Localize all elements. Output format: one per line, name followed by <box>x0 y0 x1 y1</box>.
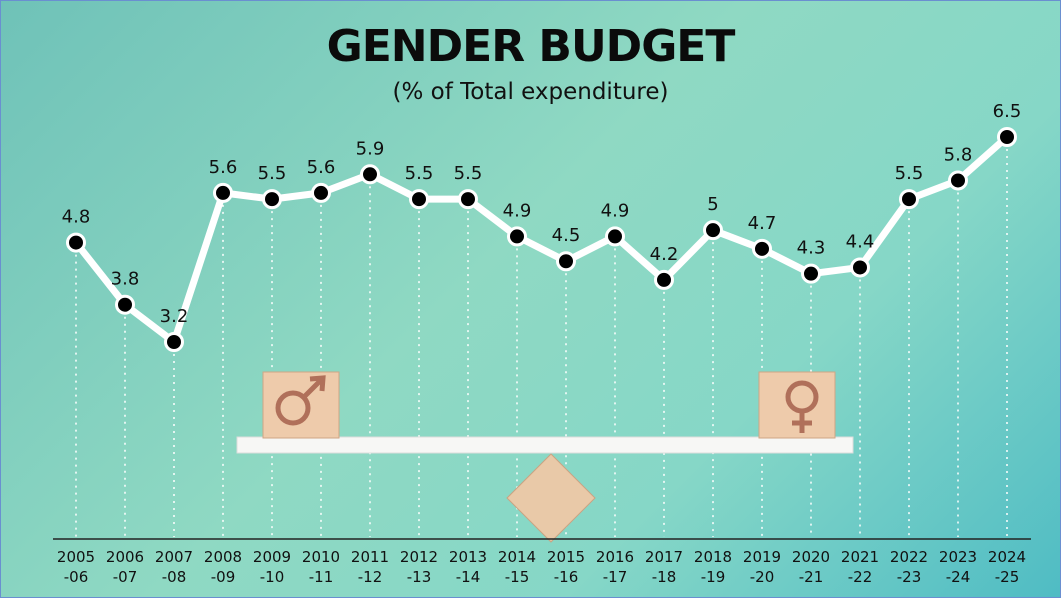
value-label-2: 3.2 <box>160 306 189 327</box>
value-labels: 4.8 3.8 3.2 5.6 5.5 5.6 5.9 5.5 5.5 4.9 4.5 4.9 4.2 5… <box>62 101 1022 327</box>
data-point-16 <box>850 257 870 278</box>
data-markers <box>66 127 1017 352</box>
tick-label-suffix-6: -12 <box>358 568 383 586</box>
tick-label-7: 2012 <box>400 548 438 566</box>
data-point-18 <box>948 170 968 191</box>
data-point-19 <box>997 127 1017 147</box>
value-label-18: 5.8 <box>944 144 973 165</box>
value-label-11: 4.9 <box>601 200 630 221</box>
tick-label-2: 2007 <box>155 548 193 566</box>
tick-label-0: 2005 <box>57 548 95 566</box>
tick-label-suffix-8: -14 <box>456 568 481 586</box>
tick-label-suffix-7: -13 <box>407 568 432 586</box>
value-label-10: 4.5 <box>552 225 581 246</box>
data-point-12 <box>654 269 674 290</box>
tick-label-1: 2006 <box>106 548 144 566</box>
tick-label-14: 2019 <box>743 548 781 566</box>
data-point-13 <box>703 220 723 241</box>
data-point-8 <box>458 189 478 210</box>
value-label-9: 4.9 <box>503 200 532 221</box>
male-symbol-icon <box>262 371 340 439</box>
data-point-2 <box>164 332 184 352</box>
tick-label-12: 2017 <box>645 548 683 566</box>
tick-label-suffix-10: -16 <box>554 568 579 586</box>
value-label-12: 4.2 <box>650 244 679 265</box>
value-label-5: 5.6 <box>307 157 336 178</box>
chart-subtitle: (% of Total expenditure) <box>392 79 669 105</box>
tick-label-suffix-12: -18 <box>652 568 677 586</box>
balance-scale-illustration <box>236 371 854 543</box>
female-symbol-icon <box>758 371 836 439</box>
data-point-7 <box>409 189 429 210</box>
chart-title: GENDER BUDGET <box>326 21 736 72</box>
data-point-1 <box>115 294 135 315</box>
value-label-7: 5.5 <box>405 163 434 184</box>
value-label-14: 4.7 <box>748 213 777 234</box>
tick-label-suffix-2: -08 <box>162 568 187 586</box>
tick-label-suffix-16: -22 <box>848 568 873 586</box>
tick-label-18: 2023 <box>939 548 977 566</box>
data-point-3 <box>213 182 233 203</box>
value-label-1: 3.8 <box>111 269 140 290</box>
tick-label-8: 2013 <box>449 548 487 566</box>
tick-label-6: 2011 <box>351 548 389 566</box>
tick-label-19: 2024 <box>988 548 1026 566</box>
tick-label-suffix-15: -21 <box>799 568 824 586</box>
tick-label-9: 2014 <box>498 548 536 566</box>
tick-label-suffix-0: -06 <box>64 568 89 586</box>
data-point-15 <box>801 263 821 284</box>
tick-label-16: 2021 <box>841 548 879 566</box>
tick-label-3: 2008 <box>204 548 242 566</box>
tick-label-13: 2018 <box>694 548 732 566</box>
data-point-9 <box>507 226 527 247</box>
data-point-17 <box>899 189 919 210</box>
scale-fulcrum-block <box>506 453 596 543</box>
tick-label-suffix-5: -11 <box>309 568 334 586</box>
data-point-4 <box>262 189 282 210</box>
data-point-10 <box>556 251 576 272</box>
value-label-0: 4.8 <box>62 207 91 228</box>
value-label-19: 6.5 <box>993 101 1022 122</box>
value-label-8: 5.5 <box>454 163 483 184</box>
tick-label-suffix-11: -17 <box>603 568 628 586</box>
value-label-6: 5.9 <box>356 138 385 159</box>
tick-label-5: 2010 <box>302 548 340 566</box>
tick-label-4: 2009 <box>253 548 291 566</box>
tick-label-10: 2015 <box>547 548 585 566</box>
value-label-15: 4.3 <box>797 238 826 259</box>
tick-label-suffix-3: -09 <box>211 568 236 586</box>
tick-label-15: 2020 <box>792 548 830 566</box>
data-point-0 <box>66 232 86 253</box>
tick-label-17: 2022 <box>890 548 928 566</box>
tick-label-suffix-18: -24 <box>946 568 971 586</box>
tick-label-suffix-4: -10 <box>260 568 285 586</box>
data-point-5 <box>311 182 331 203</box>
tick-label-suffix-13: -19 <box>701 568 726 586</box>
data-point-14 <box>752 238 772 259</box>
scale-beam <box>236 436 854 454</box>
tick-label-suffix-1: -07 <box>113 568 138 586</box>
data-point-11 <box>605 226 625 247</box>
tick-label-11: 2016 <box>596 548 634 566</box>
value-label-16: 4.4 <box>846 231 875 252</box>
tick-label-suffix-9: -15 <box>505 568 530 586</box>
value-label-17: 5.5 <box>895 163 924 184</box>
grid-lines <box>75 149 1008 537</box>
value-label-3: 5.6 <box>209 157 238 178</box>
value-label-4: 5.5 <box>258 163 287 184</box>
data-point-6 <box>360 164 380 185</box>
tick-label-suffix-19: -25 <box>995 568 1020 586</box>
x-tick-labels: 2005-062006-072007-082008-092009-102010-… <box>57 548 1026 586</box>
tick-label-suffix-17: -23 <box>897 568 922 586</box>
value-label-13: 5 <box>707 194 718 215</box>
tick-label-suffix-14: -20 <box>750 568 775 586</box>
